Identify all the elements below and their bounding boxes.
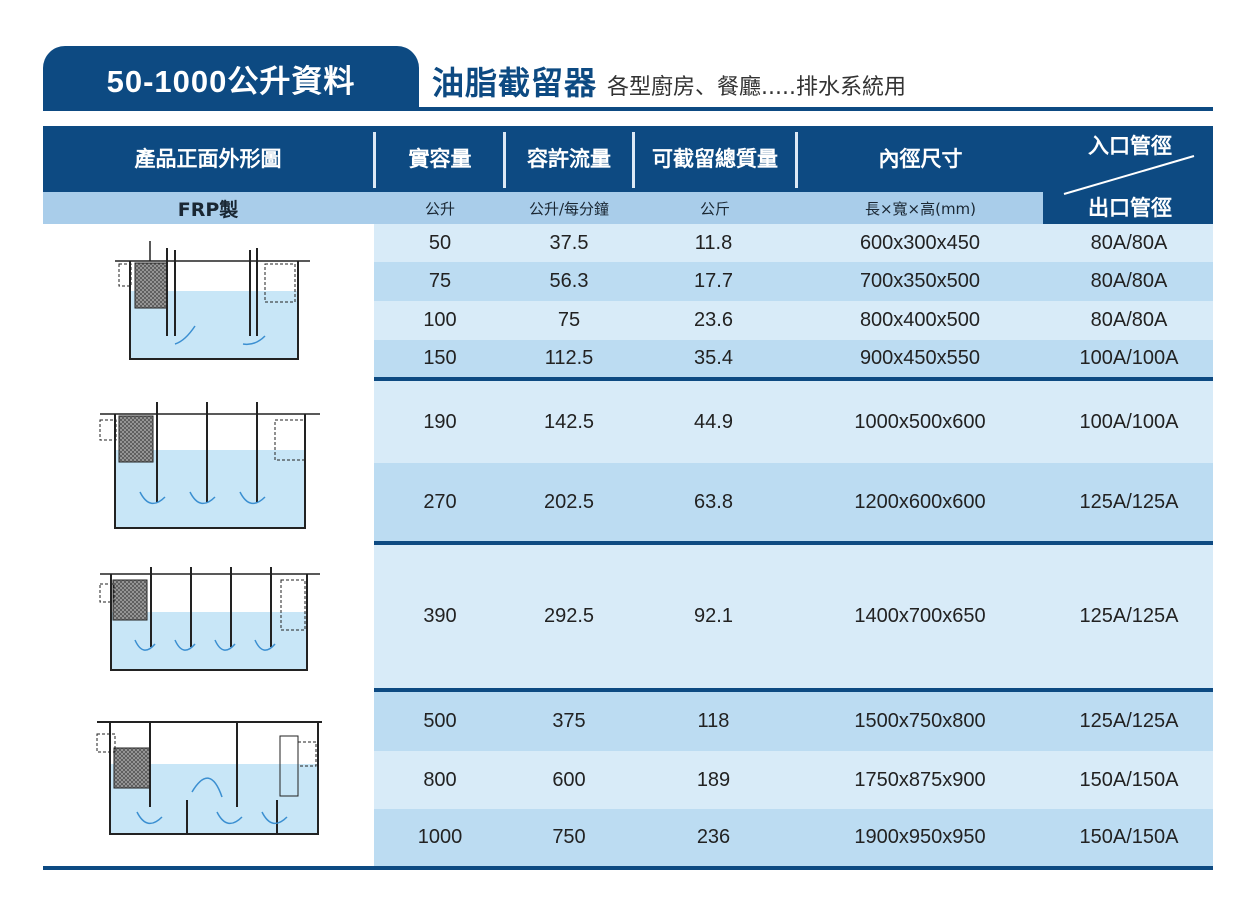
cell-size: 1200x600x600 <box>854 490 986 513</box>
cell-pipe: 125A/125A <box>1079 490 1179 513</box>
cell-volume: 390 <box>423 605 457 627</box>
table-row: 500 375 118 1500x750x800 125A/125A <box>374 692 1213 751</box>
column-header-volume: 實容量 <box>408 147 472 171</box>
section-tab: 50-1000公升資料 <box>43 46 419 110</box>
table-row: 1000 750 236 1900x950x950 150A/150A <box>374 809 1213 866</box>
section-tab-label: 50-1000公升資料 <box>106 63 356 99</box>
page-subtitle: 各型廚房、餐廳.....排水系統用 <box>607 75 906 100</box>
cell-mass: 189 <box>696 768 731 791</box>
group-divider <box>374 541 1213 545</box>
cell-volume: 1000 <box>417 826 463 848</box>
cell-mass: 63.8 <box>694 490 733 513</box>
cell-mass: 118 <box>697 710 730 732</box>
cell-mass: 17.7 <box>694 270 733 292</box>
column-header-mass: 可截留總質量 <box>652 147 778 171</box>
cell-volume: 75 <box>428 270 452 292</box>
pipe-inlet-label: 入口管徑 <box>1088 134 1172 158</box>
column-header-flow: 容許流量 <box>527 147 611 171</box>
table-row: 50 37.5 11.8 600x300x450 80A/80A <box>374 224 1213 262</box>
cell-flow: 750 <box>552 826 586 848</box>
cell-size: 600x300x450 <box>859 231 981 254</box>
table-row: 270 202.5 63.8 1200x600x600 125A/125A <box>374 463 1213 541</box>
header-separator <box>795 132 798 188</box>
cell-volume: 190 <box>423 410 457 433</box>
cell-size: 900x450x550 <box>859 347 981 369</box>
cell-pipe: 150A/150A <box>1079 768 1179 791</box>
pipe-header-diagonal <box>1063 155 1195 195</box>
cell-pipe: 80A/80A <box>1090 309 1168 331</box>
cell-flow: 75 <box>557 309 581 331</box>
cell-flow: 112.5 <box>544 347 594 369</box>
group-divider <box>374 688 1213 692</box>
grease-trap-3-chamber-icon <box>99 402 320 529</box>
cell-pipe: 100A/100A <box>1079 347 1179 369</box>
cell-flow: 202.5 <box>543 490 595 513</box>
header-separator <box>632 132 635 188</box>
cell-flow: 292.5 <box>543 605 595 627</box>
header-separator <box>373 132 376 188</box>
cell-pipe: 100A/100A <box>1079 410 1179 433</box>
grease-trap-2-chamber-icon <box>115 241 310 360</box>
cell-size: 1000x500x600 <box>854 410 986 433</box>
grease-trap-large-icon <box>96 721 322 835</box>
group-divider <box>374 377 1213 381</box>
units-volume: 公升 <box>424 199 455 218</box>
cell-pipe: 125A/125A <box>1079 710 1179 732</box>
cell-volume: 50 <box>428 231 452 254</box>
header-rule <box>43 107 1213 111</box>
cell-mass: 35.4 <box>694 347 733 369</box>
table-header <box>43 126 1213 192</box>
cell-flow: 375 <box>552 710 586 732</box>
grease-trap-4-chamber-icon <box>99 567 320 671</box>
cell-flow: 600 <box>552 768 586 791</box>
cell-size: 1400x700x650 <box>854 605 986 627</box>
table-row: 150 112.5 35.4 900x450x550 100A/100A <box>374 340 1213 377</box>
cell-volume: 270 <box>423 490 457 513</box>
column-header-diagram: 產品正面外形圖 <box>134 147 282 171</box>
units-mass: 公斤 <box>699 199 730 218</box>
cell-mass: 236 <box>696 826 731 848</box>
header-separator <box>503 132 506 188</box>
page-title: 油脂截留器 <box>432 64 598 102</box>
table-row: 800 600 189 1750x875x900 150A/150A <box>374 751 1213 809</box>
cell-size: 1900x950x950 <box>854 826 986 848</box>
cell-pipe: 80A/80A <box>1090 231 1168 254</box>
cell-volume: 150 <box>423 347 457 369</box>
table-row: 75 56.3 17.7 700x350x500 80A/80A <box>374 262 1213 301</box>
cell-volume: 100 <box>423 309 457 331</box>
cell-mass: 92.1 <box>694 605 733 627</box>
cell-mass: 11.8 <box>694 231 733 254</box>
cell-size: 1500x750x800 <box>854 710 986 732</box>
cell-flow: 56.3 <box>549 270 589 292</box>
cell-pipe: 125A/125A <box>1079 605 1179 627</box>
units-size: 長×寬×高(mm) <box>864 199 977 218</box>
units-flow: 公升/每分鐘 <box>528 199 610 218</box>
units-row <box>43 192 1043 224</box>
table-row: 100 75 23.6 800x400x500 80A/80A <box>374 301 1213 340</box>
cell-flow: 142.5 <box>543 410 595 433</box>
cell-mass: 23.6 <box>694 309 733 331</box>
table-bottom-rule <box>43 866 1213 870</box>
cell-flow: 37.5 <box>549 231 589 254</box>
table-row: 190 142.5 44.9 1000x500x600 100A/100A <box>374 381 1213 463</box>
table-row: 390 292.5 92.1 1400x700x650 125A/125A <box>374 545 1213 688</box>
column-header-size: 內徑尺寸 <box>878 147 963 171</box>
cell-volume: 800 <box>423 768 457 791</box>
cell-mass: 44.9 <box>694 410 733 433</box>
pipe-outlet-label: 出口管徑 <box>1088 196 1172 220</box>
cell-size: 1750x875x900 <box>854 768 986 791</box>
cell-size: 800x400x500 <box>859 309 981 331</box>
cell-volume: 500 <box>423 710 457 732</box>
units-material: FRP製 <box>177 198 239 221</box>
cell-pipe: 150A/150A <box>1079 826 1179 848</box>
headline: 油脂截留器 各型廚房、餐廳.....排水系統用 <box>432 58 906 102</box>
cell-pipe: 80A/80A <box>1090 270 1168 292</box>
cell-size: 700x350x500 <box>859 270 981 292</box>
